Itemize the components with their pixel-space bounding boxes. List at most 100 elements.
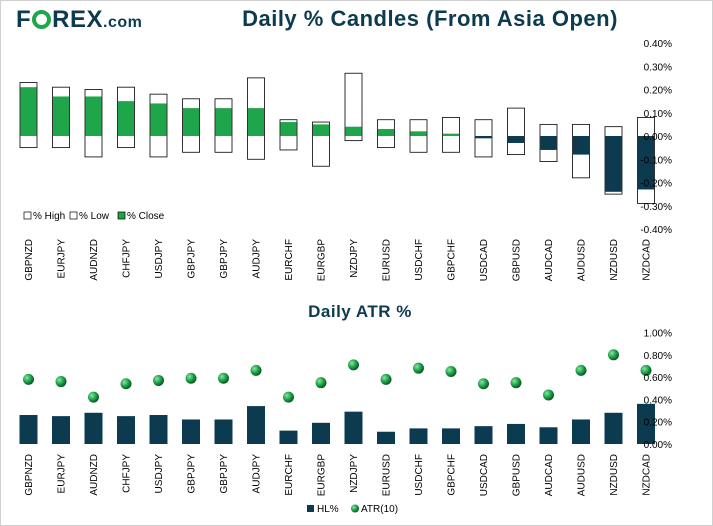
- atr-y-tick: 0.80%: [644, 351, 672, 362]
- atr-chart-title: Daily ATR %: [308, 302, 412, 321]
- atr-hl-bar-audjpy: [247, 406, 265, 444]
- candle-close-nzdusd: [605, 136, 622, 192]
- atr-hl-bar-gbpusd: [507, 423, 525, 444]
- candle-close-gbpjpy: [215, 108, 232, 136]
- atr-x-label: GBPJPY: [219, 454, 230, 494]
- atr-dot-nzdcad: [640, 364, 652, 376]
- candle-close-gbpnzd: [20, 87, 37, 136]
- candles-x-label: EURUSD: [382, 239, 393, 281]
- atr-hl-bar-usdcad: [474, 426, 493, 444]
- atr-x-label: GBPCHF: [447, 454, 458, 496]
- candles-chart-title: Daily % Candles (From Asia Open): [242, 6, 618, 31]
- candles-x-label: AUDUSD: [577, 239, 588, 281]
- atr-dot-audjpy: [250, 364, 262, 376]
- atr-y-tick: 0.20%: [644, 418, 672, 429]
- atr-dot-nzdusd: [608, 349, 619, 361]
- candles-x-label: GBPCHF: [447, 239, 458, 281]
- atr-dot-eurgbp: [315, 377, 327, 389]
- candle-close-chfjpy: [118, 101, 134, 136]
- logo-text-rex: REX: [52, 6, 104, 33]
- atr-x-label: EURCHF: [284, 454, 295, 496]
- atr-hl-bar-usdchf: [409, 428, 428, 444]
- forex-logo[interactable]: F REX.com: [16, 6, 142, 34]
- candles-x-label: CHFJPY: [122, 239, 133, 278]
- logo-ring-icon: [32, 10, 52, 29]
- candle-range-nzdjpy: [344, 72, 363, 142]
- candles-y-tick: -0.10%: [640, 155, 672, 166]
- candle-close-usdchf: [410, 131, 427, 136]
- candle-close-gbpchf: [443, 133, 459, 136]
- candles-x-label: NZDJPY: [349, 239, 360, 278]
- atr-dot-gbpjpy: [185, 372, 197, 384]
- atr-x-label: EURGBP: [317, 454, 328, 497]
- candles-legend-swatch: [69, 211, 78, 220]
- atr-x-label: NZDCAD: [642, 454, 653, 496]
- atr-x-label: USDJPY: [154, 454, 165, 494]
- atr-legend-label-atr: ATR(10): [361, 504, 398, 515]
- atr-y-tick: 0.40%: [644, 395, 672, 406]
- atr-hl-bar-eurgbp: [312, 422, 330, 444]
- atr-dot-gbpnzd: [23, 373, 34, 385]
- candle-close-eurchf: [280, 122, 297, 136]
- candles-x-label: GBPJPY: [219, 239, 230, 279]
- atr-x-label: NZDJPY: [349, 454, 360, 493]
- candles-x-label: AUDJPY: [252, 239, 263, 279]
- candles-legend-label: % Close: [127, 211, 165, 222]
- candles-legend-label: % High: [33, 211, 65, 222]
- candles-y-tick: 0.20%: [644, 86, 672, 97]
- atr-hl-bar-nzdjpy: [344, 411, 363, 444]
- atr-dot-eurchf: [283, 391, 294, 403]
- candles-x-label: USDCHF: [414, 239, 425, 281]
- atr-x-label: GBPNZD: [24, 454, 35, 496]
- candles-x-label: USDCAD: [479, 239, 490, 281]
- atr-x-label: EURUSD: [382, 454, 393, 496]
- atr-dot-usdchf: [413, 362, 424, 374]
- candles-x-label: GBPUSD: [512, 239, 523, 281]
- candle-close-gbpjpy: [183, 108, 199, 136]
- candles-legend-swatch: [117, 211, 126, 220]
- candles-legend-swatch: [23, 211, 32, 220]
- candle-close-nzdjpy: [345, 126, 362, 136]
- candles-x-label: NZDCAD: [642, 239, 653, 281]
- atr-x-label: AUDUSD: [577, 454, 588, 496]
- atr-x-label: GBPUSD: [512, 454, 523, 496]
- candles-x-label: GBPNZD: [24, 239, 35, 281]
- candle-close-audnzd: [85, 96, 102, 136]
- candles-y-tick: 0.00%: [644, 132, 672, 143]
- atr-dot-gbpjpy: [218, 372, 229, 384]
- atr-x-label: USDCHF: [414, 454, 425, 496]
- candle-close-eurgbp: [313, 124, 329, 136]
- atr-x-label: AUDJPY: [252, 454, 263, 494]
- atr-x-label: NZDUSD: [609, 454, 620, 496]
- atr-hl-bar-audcad: [539, 427, 558, 444]
- atr-hl-bar-gbpjpy: [182, 419, 200, 444]
- candles-x-label: EURGBP: [317, 239, 328, 282]
- atr-hl-bar-chfjpy: [117, 416, 135, 444]
- atr-dot-audusd: [575, 364, 587, 376]
- atr-dot-eurjpy: [55, 376, 67, 388]
- candles-y-tick: 0.30%: [644, 62, 672, 73]
- atr-dot-chfjpy: [120, 378, 132, 390]
- atr-hl-bar-audusd: [572, 419, 590, 444]
- candle-close-usdjpy: [150, 103, 167, 136]
- candles-y-tick: 0.10%: [644, 109, 672, 120]
- atr-dot-audcad: [543, 389, 554, 401]
- candles-x-label: GBPJPY: [187, 239, 198, 279]
- candle-close-audusd: [573, 136, 589, 155]
- candles-y-tick: -0.30%: [640, 202, 672, 213]
- candle-close-gbpusd: [508, 136, 524, 143]
- atr-x-label: GBPJPY: [187, 454, 198, 494]
- atr-x-label: EURJPY: [57, 454, 68, 494]
- atr-dot-gbpchf: [445, 366, 457, 378]
- atr-hl-bar-gbpchf: [442, 428, 460, 444]
- candle-close-audcad: [540, 136, 557, 150]
- atr-dot-audnzd: [88, 391, 99, 403]
- atr-dot-usdjpy: [153, 374, 164, 386]
- atr-x-label: AUDNZD: [89, 454, 100, 496]
- candles-y-tick: 0.40%: [644, 39, 672, 50]
- candle-close-usdcad: [475, 136, 492, 139]
- atr-y-tick: 0.00%: [644, 440, 672, 451]
- candles-x-label: USDJPY: [154, 239, 165, 279]
- atr-dot-eurusd: [380, 373, 392, 385]
